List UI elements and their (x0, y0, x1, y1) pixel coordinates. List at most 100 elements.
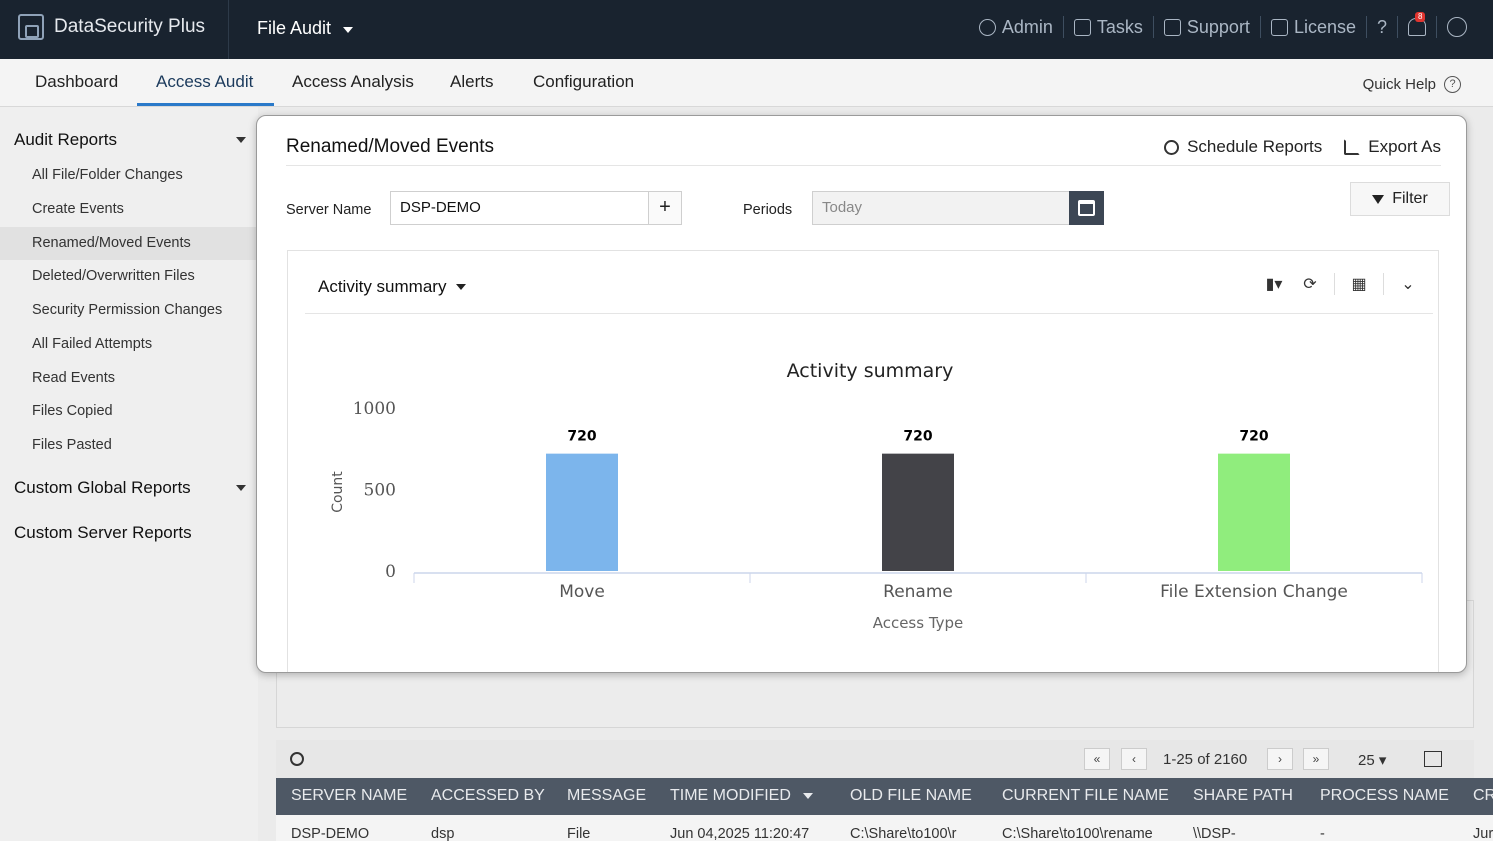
page-size-select[interactable]: 25 ▾ (1358, 752, 1387, 769)
cell-time-modified: Jun 04,2025 11:20:47 (670, 826, 810, 841)
cell-message: File (567, 826, 591, 841)
support-chat-icon (1163, 18, 1181, 36)
cell-accessed-by: dsp (431, 826, 455, 841)
sidebar-item-files-copied[interactable]: Files Copied (32, 403, 113, 419)
sidebar-item-read-events[interactable]: Read Events (32, 370, 116, 386)
sidebar-section-audit-reports[interactable]: Audit Reports (14, 130, 250, 150)
report-modal: Renamed/Moved Events Schedule Reports Ex… (256, 115, 1467, 673)
admin-link[interactable]: Admin (969, 16, 1064, 38)
column-chooser-icon[interactable] (1424, 751, 1442, 767)
main-nav: Dashboard Access Audit Access Analysis A… (0, 59, 1493, 107)
license-link[interactable]: License (1261, 16, 1367, 38)
app-name: DataSecurity Plus (54, 16, 206, 37)
quick-help-label: Quick Help (1362, 76, 1436, 93)
chart-card-divider (305, 313, 1433, 314)
sidebar-item-create-events[interactable]: Create Events (32, 201, 124, 217)
tasks-checklist-icon (1073, 18, 1091, 36)
sidebar-section-custom-server-reports[interactable]: Custom Server Reports (14, 523, 250, 543)
quick-help-button[interactable]: Quick Help ? (1363, 76, 1461, 93)
calendar-button[interactable] (1069, 191, 1104, 225)
section-label: Custom Server Reports (14, 523, 192, 542)
support-link[interactable]: Support (1154, 16, 1261, 38)
chart-card: Activity summary ▮▾ ⟳ ▦ ⌄ Activity summa… (287, 250, 1439, 672)
periods-input[interactable]: Today (812, 191, 1070, 225)
notification-count-badge: 8 (1415, 12, 1426, 22)
tool-divider (1334, 273, 1335, 295)
filter-button[interactable]: Filter (1350, 182, 1450, 216)
cell-current-file-name: C:\Share\to100\rename (1002, 826, 1153, 841)
chevron-down-icon (456, 284, 467, 290)
prev-page-button[interactable]: ‹ (1121, 748, 1147, 770)
column-header-current-file-name[interactable]: CURRENT FILE NAME (1002, 787, 1169, 804)
column-header-message[interactable]: MESSAGE (567, 787, 647, 804)
admin-gear-icon (978, 18, 996, 36)
license-label: License (1293, 16, 1356, 37)
tab-alerts[interactable]: Alerts (450, 72, 494, 91)
column-header-server-name[interactable]: SERVER NAME (291, 787, 408, 804)
search-icon[interactable] (290, 752, 304, 766)
brand[interactable]: DataSecurity Plus (18, 14, 205, 40)
table-row[interactable]: DSP-DEMO dsp File Jun 04,2025 11:20:47 C… (276, 815, 1493, 841)
column-header-accessed-by[interactable]: ACCESSED BY (431, 787, 545, 804)
column-header-old-file-name[interactable]: OLD FILE NAME (850, 787, 972, 804)
tab-dashboard[interactable]: Dashboard (35, 72, 119, 91)
pagination-toolbar: « ‹ 1-25 of 2160 › » 25 ▾ (276, 740, 1474, 778)
sidebar-item-security-permission-changes[interactable]: Security Permission Changes (32, 302, 223, 318)
next-page-button[interactable]: › (1267, 748, 1293, 770)
last-page-button[interactable]: » (1303, 748, 1329, 770)
chart-selector-label: Activity summary (318, 277, 447, 296)
tab-configuration[interactable]: Configuration (533, 72, 635, 91)
collapse-chevron-icon[interactable]: ⌄ (1401, 276, 1415, 293)
schedule-reports-label: Schedule Reports (1187, 137, 1323, 156)
brand-logo-icon (18, 14, 44, 40)
cell-share-path: \\DSP- (1193, 826, 1236, 841)
bar-move (546, 453, 618, 571)
user-avatar-icon (1447, 17, 1467, 37)
sidebar-item-renamed-moved-events[interactable]: Renamed/Moved Events (0, 227, 258, 260)
export-as-button[interactable]: Export As (1344, 137, 1441, 157)
first-page-button[interactable]: « (1084, 748, 1110, 770)
y-tick-label: 500 (364, 481, 396, 501)
refresh-icon[interactable]: ⟳ (1303, 276, 1317, 293)
chart-tools: ▮▾ ⟳ ▦ ⌄ (1262, 272, 1420, 296)
add-server-button[interactable]: + (648, 191, 682, 225)
module-selector[interactable]: File Audit (257, 18, 354, 39)
column-header-process-name[interactable]: PROCESS NAME (1320, 787, 1449, 804)
table-header: SERVER NAME ACCESSED BY MESSAGE TIME MOD… (276, 778, 1493, 815)
server-name-input[interactable]: DSP-DEMO (390, 191, 649, 225)
tab-access-analysis[interactable]: Access Analysis (292, 72, 414, 91)
top-right-menu: Admin Tasks Support License ? 8 (969, 12, 1477, 38)
add-chart-icon[interactable]: ▦ (1351, 276, 1367, 293)
question-circle-icon: ? (1444, 76, 1461, 93)
bar-data-label: 720 (1239, 429, 1268, 445)
module-name: File Audit (257, 18, 332, 38)
support-label: Support (1186, 16, 1250, 37)
funnel-icon (1372, 194, 1385, 204)
filter-label: Filter (1392, 190, 1428, 207)
chart-selector[interactable]: Activity summary (318, 277, 467, 297)
sidebar-item-deleted-overwritten-files[interactable]: Deleted/Overwritten Files (32, 268, 195, 284)
top-bar: DataSecurity Plus File Audit Admin Tasks… (0, 0, 1493, 59)
sidebar-section-custom-global-reports[interactable]: Custom Global Reports (14, 478, 250, 498)
column-header-time-modified[interactable]: TIME MODIFIED (670, 787, 813, 805)
cell-server-name: DSP-DEMO (291, 826, 370, 841)
section-label: Audit Reports (14, 130, 117, 149)
tasks-link[interactable]: Tasks (1064, 16, 1154, 38)
column-header-share-path[interactable]: SHARE PATH (1193, 787, 1293, 804)
sidebar-item-all-file-folder-changes[interactable]: All File/Folder Changes (32, 167, 183, 183)
admin-label: Admin (1001, 16, 1053, 37)
chevron-down-icon (343, 26, 354, 33)
tab-access-audit[interactable]: Access Audit (156, 72, 254, 91)
calendar-icon (1078, 200, 1095, 216)
chart-type-bar-icon[interactable]: ▮▾ (1265, 276, 1283, 293)
sidebar-item-all-failed-attempts[interactable]: All Failed Attempts (32, 336, 153, 352)
bar-data-label: 720 (567, 429, 596, 445)
modal-actions: Schedule Reports Export As (1164, 137, 1441, 157)
schedule-reports-button[interactable]: Schedule Reports (1164, 137, 1322, 157)
y-tick-label: 1000 (353, 399, 396, 419)
user-menu-button[interactable] (1437, 16, 1477, 38)
help-link[interactable]: ? (1367, 16, 1398, 38)
sidebar-item-files-pasted[interactable]: Files Pasted (32, 437, 112, 453)
column-header-cr[interactable]: CR (1473, 787, 1493, 804)
notifications-button[interactable]: 8 (1398, 12, 1437, 38)
